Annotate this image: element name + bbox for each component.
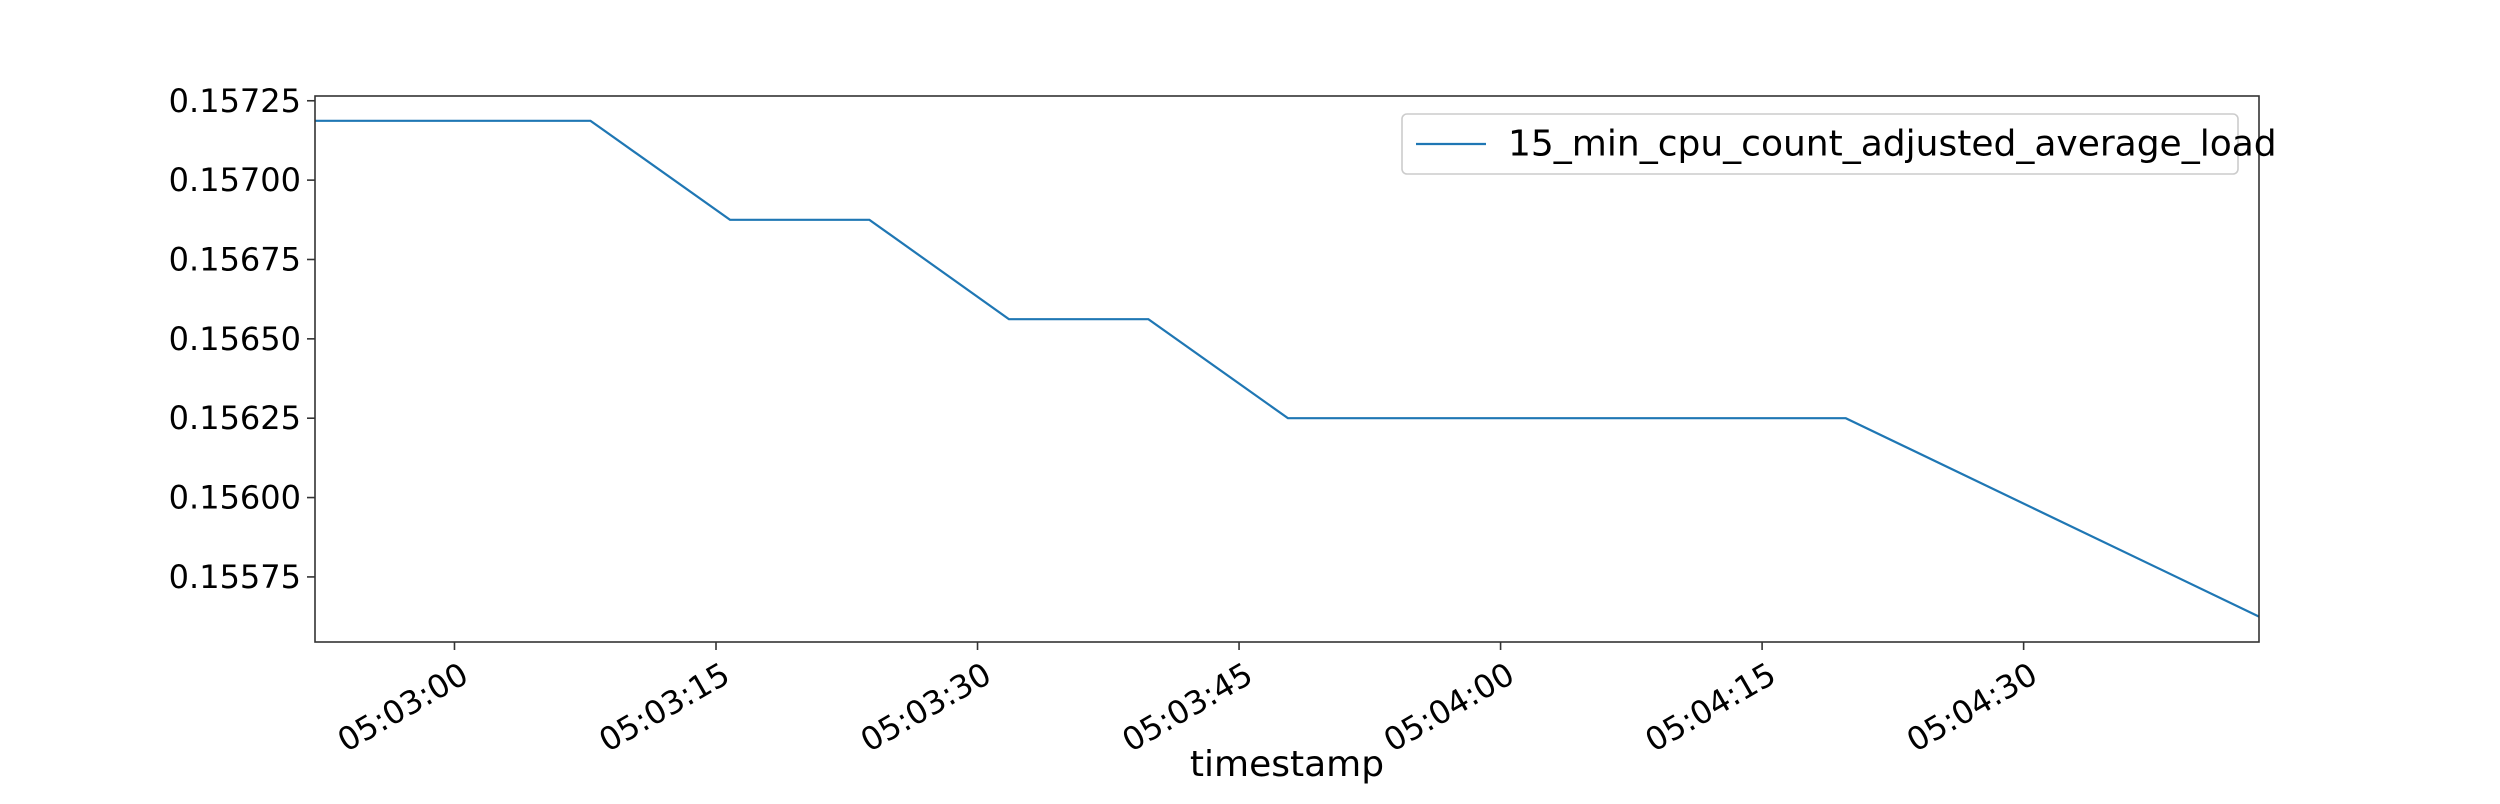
plot-area xyxy=(315,119,2260,618)
axes: 0.15575 0.15600 0.15625 0.15650 0.15675 0.157… xyxy=(169,82,2260,760)
y-tick-label: 0.15675 xyxy=(169,240,301,278)
y-tick-label: 0.15575 xyxy=(169,558,301,596)
x-tick-label: 05:04:00 xyxy=(1377,655,1520,760)
y-tick-label: 0.15600 xyxy=(169,479,301,517)
y-tick-label: 0.15725 xyxy=(169,82,301,120)
x-tick-label: 05:03:15 xyxy=(593,655,736,760)
x-tick-label: 05:04:30 xyxy=(1900,655,2043,760)
x-tick-label: 05:04:15 xyxy=(1639,655,1782,760)
x-tick-label: 05:03:00 xyxy=(331,655,474,760)
plot-frame xyxy=(314,95,2260,643)
x-tick-label: 05:03:30 xyxy=(854,655,997,760)
series-line-0 xyxy=(315,119,2260,618)
legend-label: 15_min_cpu_count_adjusted_average_load xyxy=(1508,124,2277,165)
y-tick-label: 0.15700 xyxy=(169,161,301,199)
y-tick-label: 0.15650 xyxy=(169,320,301,358)
x-axis-title: timestamp xyxy=(1190,744,1384,785)
legend-box xyxy=(1401,113,2239,175)
y-tick-label: 0.15625 xyxy=(169,399,301,437)
legend: 15_min_cpu_count_adjusted_average_load xyxy=(1401,113,2277,175)
